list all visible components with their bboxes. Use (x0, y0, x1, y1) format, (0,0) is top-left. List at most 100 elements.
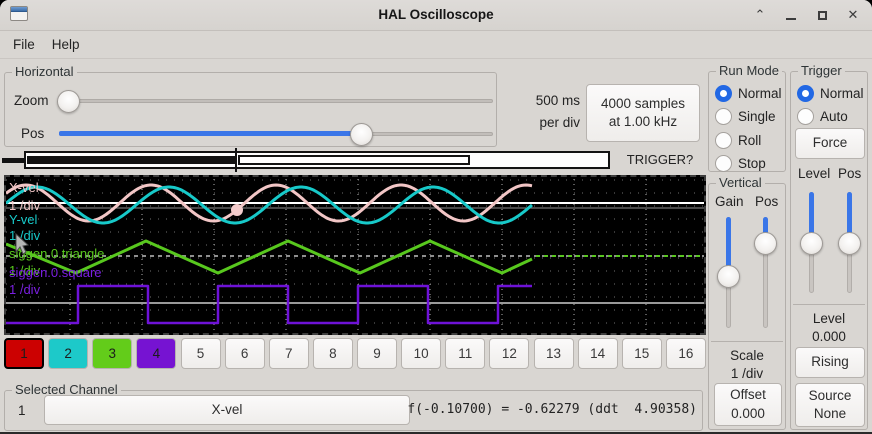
scope-label-square: siggen.0.square (9, 265, 102, 280)
close-icon[interactable]: ✕ (847, 7, 859, 22)
trigger-level-readout: Level 0.000 (791, 310, 867, 346)
run-mode-option-stop[interactable]: Stop (715, 155, 766, 173)
run-mode-label-normal: Normal (738, 85, 782, 101)
vpos-label: Pos (755, 194, 779, 209)
offset-line2: 0.000 (731, 405, 765, 421)
horizontal-group-title: Horizontal (12, 64, 77, 80)
run-mode-option-single[interactable]: Single (715, 108, 776, 126)
trigger-level-slider-knob[interactable] (800, 232, 823, 255)
edge-button[interactable]: Rising (795, 347, 865, 378)
menu-help[interactable]: Help (51, 36, 80, 52)
samples-line1: 4000 samples (600, 95, 686, 111)
scope-label-y-vel: Y-vel (9, 212, 38, 227)
channel-button-8[interactable]: 8 (312, 338, 353, 369)
trigger-question-label: TRIGGER? (626, 152, 694, 167)
run-mode-label-stop: Stop (738, 156, 766, 171)
trigger-level-label: Level (798, 166, 831, 181)
channel-button-row: 1 2 3 4 5 6 7 8 9 10 11 12 13 14 15 16 (4, 338, 706, 370)
rate-line1: 500 ms (535, 93, 580, 108)
run-mode-label-roll: Roll (738, 132, 762, 148)
run-mode-option-roll[interactable]: Roll (715, 131, 761, 149)
source-line2: None (813, 406, 847, 421)
vertical-title: Vertical (716, 175, 765, 191)
mouse-cursor-icon (15, 232, 30, 255)
source-button[interactable]: Source None (795, 383, 865, 427)
titlebar: HAL Oscilloscope ⌃ ✕ (0, 0, 872, 31)
channel-button-3[interactable]: 3 (92, 338, 133, 369)
samples-button[interactable]: 4000 samples at 1.00 kHz (586, 84, 700, 142)
channel-button-16[interactable]: 16 (665, 338, 706, 369)
samples-line2: at 1.00 kHz (608, 114, 678, 129)
zoom-slider-knob[interactable] (57, 90, 80, 113)
channel-button-4[interactable]: 4 (136, 338, 177, 369)
vertical-separator (711, 341, 783, 342)
menu-bar: File Help (0, 30, 872, 59)
channel-button-15[interactable]: 15 (621, 338, 662, 369)
vertical-group: Vertical Gain Pos Scale 1 /div Offset 0.… (708, 175, 786, 430)
scale-label: Scale (730, 348, 764, 363)
minimize-icon[interactable] (782, 6, 800, 24)
run-mode-option-normal[interactable]: Normal (715, 84, 782, 102)
window-controls: ⌃ ✕ (751, 0, 862, 30)
zoom-slider[interactable] (59, 99, 493, 103)
channel-button-6[interactable]: 6 (224, 338, 265, 369)
gain-slider-knob[interactable] (717, 265, 740, 288)
maximize-icon[interactable] (813, 6, 831, 24)
window-title: HAL Oscilloscope (378, 7, 494, 22)
trigger-mode-label-normal: Normal (820, 85, 864, 101)
run-mode-radio-normal[interactable] (715, 84, 732, 102)
offset-button[interactable]: Offset 0.000 (714, 383, 782, 426)
app-icon (10, 6, 28, 21)
shade-icon[interactable]: ⌃ (754, 7, 766, 22)
trigger-mode-label-auto: Auto (820, 109, 848, 124)
y-vel-trace (6, 185, 533, 225)
trigger-separator (793, 304, 865, 305)
channel-button-5[interactable]: 5 (180, 338, 221, 369)
rate-readout: 500 ms per div (505, 90, 580, 133)
vpos-slider-fill (763, 217, 768, 243)
trigger-mode-radio-auto[interactable] (797, 108, 814, 125)
scale-readout: Scale 1 /div (709, 347, 785, 383)
scale-value: 1 /div (730, 366, 764, 382)
record-bar-window (238, 155, 470, 165)
pin-select-button[interactable]: X-vel (44, 395, 410, 425)
trigger-mode-radio-normal[interactable] (797, 84, 814, 102)
menu-file[interactable]: File (13, 36, 35, 52)
square-trace (6, 284, 532, 325)
trigger-point-marker[interactable] (231, 204, 243, 216)
channel-button-14[interactable]: 14 (577, 338, 618, 369)
hpos-label: Pos (21, 126, 45, 141)
trigger-mode-option-normal[interactable]: Normal (797, 84, 864, 102)
record-bar-stub (2, 158, 24, 163)
run-mode-radio-stop[interactable] (715, 155, 732, 172)
scope-display[interactable]: X-vel 1 /div Y-vel 1 /div siggen.0.triangle 1… (4, 175, 706, 335)
run-mode-label-single: Single (738, 109, 776, 124)
trigger-pos-slider-knob[interactable] (838, 232, 861, 255)
trigger-position-marker[interactable] (235, 148, 237, 172)
channel-button-12[interactable]: 12 (489, 338, 530, 369)
channel-button-9[interactable]: 9 (357, 338, 397, 369)
run-mode-radio-single[interactable] (715, 108, 732, 125)
channel-button-2[interactable]: 2 (48, 338, 89, 369)
trigger-pos-label: Pos (838, 166, 862, 181)
trigger-title: Trigger (798, 63, 845, 79)
run-mode-radio-roll[interactable] (715, 131, 732, 149)
selected-channel-number: 1 (18, 403, 26, 418)
force-button[interactable]: Force (795, 128, 865, 159)
channel-button-11[interactable]: 11 (445, 338, 486, 369)
channel-button-10[interactable]: 10 (401, 338, 442, 369)
gain-label: Gain (715, 194, 744, 209)
hpos-slider-knob[interactable] (350, 123, 373, 146)
channel-button-7[interactable]: 7 (268, 338, 309, 369)
vpos-slider-knob[interactable] (754, 232, 777, 255)
channel-button-13[interactable]: 13 (533, 338, 574, 369)
source-line1: Source (808, 387, 852, 403)
trigger-level-slider-fill (809, 192, 814, 243)
trigger-mode-option-auto[interactable]: Auto (797, 108, 848, 126)
channel-button-1[interactable]: 1 (4, 338, 44, 369)
trigger-group: Trigger Normal Auto Force Level Pos Level… (790, 63, 868, 430)
scope-label-triangle: siggen.0.triangle (9, 246, 104, 261)
hpos-slider-fill (59, 131, 361, 136)
